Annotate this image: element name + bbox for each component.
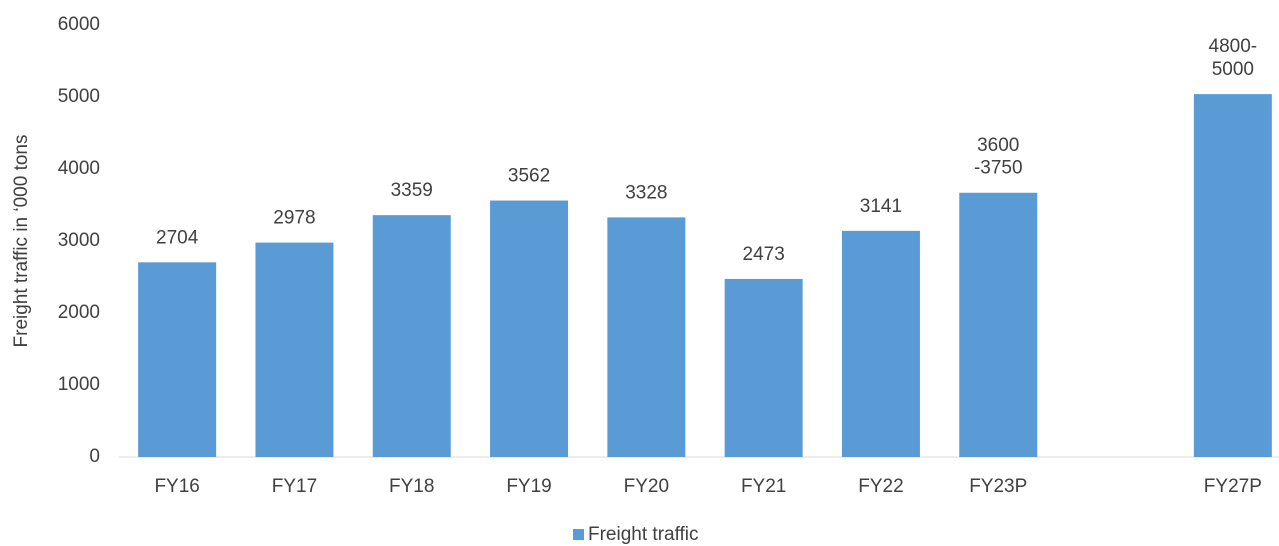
data-label: 2473 bbox=[743, 244, 785, 265]
x-tick-label: FY18 bbox=[389, 476, 434, 497]
legend-swatch bbox=[573, 529, 584, 540]
bar bbox=[724, 278, 803, 457]
x-tick-label: FY16 bbox=[154, 476, 199, 497]
data-label: 3600 -3750 bbox=[974, 135, 1023, 179]
data-label: 3328 bbox=[625, 182, 667, 203]
data-label: 3359 bbox=[391, 180, 433, 201]
data-label: 2704 bbox=[156, 227, 199, 248]
y-tick-label: 3000 bbox=[58, 230, 100, 251]
x-tick-label: FY20 bbox=[624, 476, 669, 497]
data-label: 3141 bbox=[860, 196, 902, 217]
x-tick-label: FY21 bbox=[741, 476, 786, 497]
y-tick-label: 4000 bbox=[58, 158, 100, 179]
y-tick-label: 0 bbox=[89, 446, 100, 467]
bar bbox=[959, 192, 1038, 457]
x-tick-label: FY19 bbox=[506, 476, 551, 497]
bar bbox=[607, 217, 686, 457]
y-tick-label: 6000 bbox=[58, 14, 100, 35]
bar bbox=[1193, 94, 1272, 458]
bar bbox=[372, 215, 451, 457]
y-tick-label: 2000 bbox=[58, 302, 100, 323]
bar bbox=[255, 242, 334, 457]
x-tick-label: FY17 bbox=[272, 476, 317, 497]
data-label: 4800-5000 bbox=[1209, 36, 1258, 80]
data-label: 2978 bbox=[273, 208, 315, 229]
y-tick-label: 1000 bbox=[58, 374, 100, 395]
y-tick-label: 5000 bbox=[58, 86, 100, 107]
legend-label: Freight traffic bbox=[588, 524, 699, 545]
data-label: 3562 bbox=[508, 166, 550, 187]
x-tick-label: FY22 bbox=[858, 476, 903, 497]
x-tick-label: FY27P bbox=[1204, 476, 1262, 497]
y-axis-title: Freight traffic in ‘000 tons bbox=[11, 135, 32, 348]
bar bbox=[138, 262, 217, 457]
bar bbox=[841, 230, 920, 457]
bar bbox=[490, 200, 569, 457]
x-tick-label: FY23P bbox=[969, 476, 1027, 497]
